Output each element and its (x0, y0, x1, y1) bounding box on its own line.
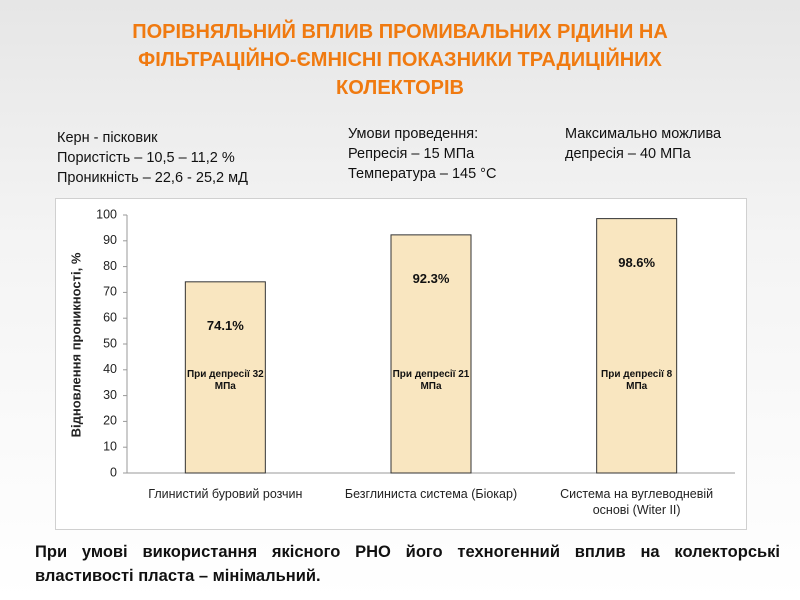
y-tick-label: 0 (110, 465, 117, 479)
title-line: ПОРІВНЯЛЬНИЙ ВПЛИВ ПРОМИВАЛЬНИХ РІДИНИ Н… (132, 21, 668, 43)
value-label: 74.1% (206, 317, 244, 333)
slide-title: ПОРІВНЯЛЬНИЙ ВПЛИВ ПРОМИВАЛЬНИХ РІДИНИ Н… (20, 18, 780, 102)
conclusion: При умові використання якісного РНО його… (35, 543, 780, 585)
title-line: ФІЛЬТРАЦІЙНО-ЄМНІСНІ ПОКАЗНИКИ ТРАДИЦІЙН… (138, 49, 662, 71)
x-tick-label: Система на вуглеводневій основі (Witer I… (560, 487, 714, 517)
y-tick-label: 90 (103, 233, 117, 247)
info-middle: Умови проведення: Репресія – 15 МПа Темп… (348, 124, 496, 184)
info-line: Температура – 145 °C (348, 166, 497, 182)
bar (184, 281, 266, 474)
info-line: Проникність – 22,6 - 25,2 мД (57, 170, 248, 186)
y-tick-label: 50 (103, 336, 117, 350)
value-label: 92.3% (412, 270, 450, 286)
y-tick-label: 40 (103, 362, 117, 376)
bar-annotation: При депресії 32 МПа (186, 369, 264, 392)
y-tick-label: 20 (103, 414, 117, 428)
bar (596, 218, 678, 474)
y-tick-label: 60 (103, 310, 117, 324)
value-label: 98.6% (618, 254, 656, 270)
y-tick-label: 70 (103, 285, 117, 299)
bar (390, 234, 472, 474)
title-line: КОЛЕКТОРІВ (336, 77, 464, 99)
info-left: Керн - пісковик Пористість – 10,5 – 11,2… (57, 128, 248, 188)
info-line: Умови проведення: (348, 126, 479, 142)
info-right: Максимально можлива депресія – 40 МПа (565, 126, 722, 162)
info-line: Пористість – 10,5 – 11,2 % (57, 150, 235, 166)
y-tick-label: 30 (103, 388, 117, 402)
x-tick-label: Безглиниста система (Біокар) (344, 487, 518, 501)
info-line: Репресія – 15 МПа (348, 146, 475, 162)
y-tick-label: 100 (96, 207, 117, 221)
y-axis-label: Відновлення проникності, % (68, 252, 83, 437)
y-tick-label: 10 (103, 439, 117, 453)
info-line: Керн - пісковик (57, 130, 158, 146)
bar-annotation: При депресії 8 МПа (601, 369, 673, 392)
bar-annotation: При депресії 21 МПа (392, 369, 470, 392)
x-tick-label: Глинистий буровий розчин (148, 487, 303, 501)
y-tick-label: 80 (103, 259, 117, 273)
